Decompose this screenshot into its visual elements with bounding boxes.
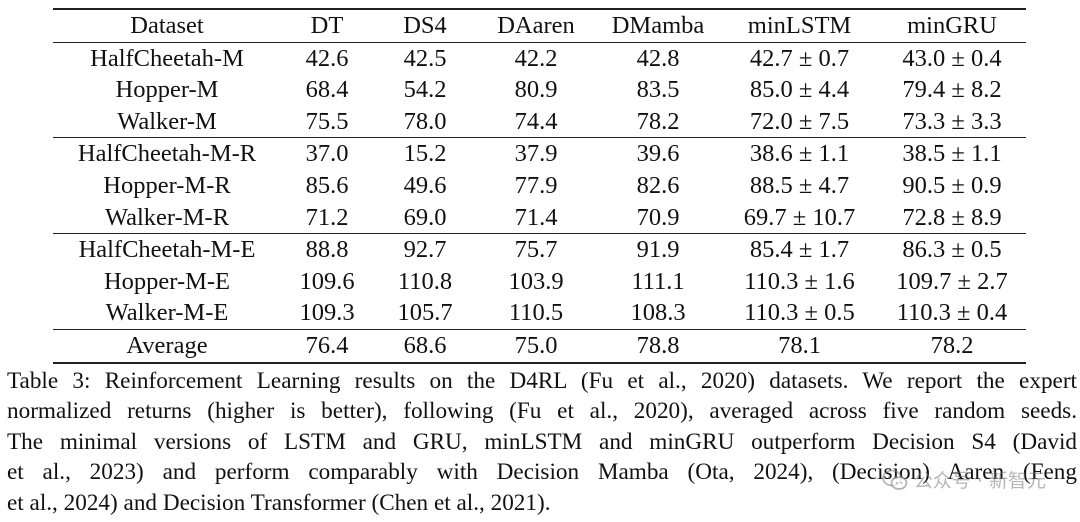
cell-value: 42.8 bbox=[636, 44, 680, 72]
watermark: 公众号 · 新智元 bbox=[881, 466, 1046, 493]
table-row: HalfCheetah-M-R 37.0 15.2 37.9 39.6 38.6… bbox=[53, 138, 1026, 170]
average-value: 78.2 bbox=[930, 331, 974, 359]
cell-value: 110.3 ± 0.4 bbox=[896, 299, 1008, 327]
cell-value: 72.0 ± 7.5 bbox=[749, 107, 850, 135]
cell-value: 109.7 ± 2.7 bbox=[896, 267, 1008, 295]
cell-value: 110.3 ± 1.6 bbox=[744, 267, 855, 295]
cell-value: 80.9 bbox=[514, 76, 558, 104]
header-mingru: minGRU bbox=[907, 12, 997, 39]
cell-value: 83.5 bbox=[636, 76, 680, 104]
caption-line: Table 3: Reinforcement Learning results … bbox=[7, 368, 1077, 394]
cell-dataset: Walker-M bbox=[117, 107, 217, 135]
cell-dataset: HalfCheetah-M-E bbox=[78, 236, 256, 264]
caption-line: normalized returns (higher is better), f… bbox=[7, 398, 1077, 425]
cell-value: 42.5 bbox=[403, 44, 447, 72]
average-value: 68.6 bbox=[403, 331, 447, 359]
header-ds4: DS4 bbox=[403, 12, 447, 39]
cell-value: 85.0 ± 4.4 bbox=[749, 76, 850, 104]
cell-value: 78.2 bbox=[636, 107, 680, 135]
header-minlstm: minLSTM bbox=[747, 12, 852, 39]
average-value: 75.0 bbox=[514, 331, 558, 359]
results-table-container: Dataset DT DS4 DAaren DMamba minLSTM min… bbox=[53, 8, 1026, 364]
average-value: 78.1 bbox=[778, 331, 821, 359]
average-value: 78.8 bbox=[636, 331, 680, 359]
results-table: Dataset DT DS4 DAaren DMamba minLSTM min… bbox=[53, 8, 1026, 364]
cell-value: 77.9 bbox=[514, 171, 558, 199]
header-dmamba: DMamba bbox=[611, 12, 705, 39]
cell-value: 79.4 ± 8.2 bbox=[902, 76, 1002, 104]
cell-value: 90.5 ± 0.9 bbox=[902, 171, 1002, 199]
cell-value: 71.2 bbox=[305, 203, 349, 231]
table-header-row: Dataset DT DS4 DAaren DMamba minLSTM min… bbox=[53, 9, 1026, 43]
cell-value: 42.6 bbox=[305, 44, 349, 72]
cell-value: 69.7 ± 10.7 bbox=[743, 203, 856, 231]
caption-line: et al., 2024) and Decision Transformer (… bbox=[7, 489, 551, 516]
average-value: 76.4 bbox=[305, 331, 349, 359]
cell-value: 111.1 bbox=[631, 267, 685, 295]
cell-dataset: Hopper-M-R bbox=[103, 171, 231, 199]
cell-value: 38.6 ± 1.1 bbox=[749, 140, 850, 168]
cell-value: 110.3 ± 0.5 bbox=[744, 299, 855, 327]
cell-value: 92.7 bbox=[403, 236, 447, 264]
cell-value: 37.0 bbox=[305, 140, 349, 168]
wechat-icon bbox=[881, 469, 908, 490]
table-row: Hopper-M-R 85.6 49.6 77.9 82.6 88.5 ± 4.… bbox=[53, 170, 1026, 202]
cell-value: 105.7 bbox=[397, 299, 453, 327]
table-row: Walker-M-R 71.2 69.0 71.4 70.9 69.7 ± 10… bbox=[53, 202, 1026, 234]
cell-value: 54.2 bbox=[403, 76, 447, 104]
cell-value: 103.9 bbox=[508, 267, 564, 295]
table-row: Walker-M 75.5 78.0 74.4 78.2 72.0 ± 7.5 … bbox=[53, 106, 1026, 138]
cell-value: 70.9 bbox=[636, 203, 680, 231]
average-label: Average bbox=[126, 331, 208, 359]
caption-line: The minimal versions of LSTM and GRU, mi… bbox=[7, 428, 1077, 455]
cell-value: 42.7 ± 0.7 bbox=[749, 44, 850, 72]
cell-value: 39.6 bbox=[636, 140, 680, 168]
cell-dataset: Walker-M-R bbox=[104, 203, 230, 231]
cell-value: 49.6 bbox=[403, 171, 447, 199]
cell-value: 15.2 bbox=[403, 140, 447, 168]
cell-value: 38.5 ± 1.1 bbox=[902, 140, 1002, 168]
table-row: HalfCheetah-M-E 88.8 92.7 75.7 91.9 85.4… bbox=[53, 234, 1026, 266]
cell-dataset: HalfCheetah-M-R bbox=[77, 140, 257, 168]
cell-dataset: Walker-M-E bbox=[105, 299, 229, 327]
cell-value: 108.3 bbox=[630, 299, 686, 327]
cell-value: 72.8 ± 8.9 bbox=[902, 203, 1002, 231]
header-daaren: DAaren bbox=[497, 12, 575, 39]
cell-value: 69.0 bbox=[403, 203, 447, 231]
cell-dataset: HalfCheetah-M bbox=[90, 44, 244, 72]
cell-value: 71.4 bbox=[514, 203, 558, 231]
cell-value: 75.5 bbox=[305, 107, 349, 135]
cell-value: 68.4 bbox=[305, 76, 349, 104]
cell-value: 86.3 ± 0.5 bbox=[902, 236, 1002, 264]
cell-value: 91.9 bbox=[636, 236, 680, 264]
header-dt: DT bbox=[310, 12, 344, 39]
cell-dataset: Hopper-M bbox=[115, 76, 219, 104]
table-row: Walker-M-E 109.3 105.7 110.5 108.3 110.3… bbox=[53, 297, 1026, 330]
cell-value: 74.4 bbox=[514, 107, 558, 135]
cell-value: 88.5 ± 4.7 bbox=[749, 171, 850, 199]
cell-value: 78.0 bbox=[403, 107, 447, 135]
watermark-text: 公众号 · 新智元 bbox=[913, 470, 1046, 492]
cell-value: 109.3 bbox=[299, 299, 355, 327]
cell-value: 43.0 ± 0.4 bbox=[902, 44, 1002, 72]
cell-value: 110.8 bbox=[397, 267, 453, 295]
cell-value: 82.6 bbox=[636, 171, 680, 199]
cell-value: 110.5 bbox=[508, 299, 564, 327]
header-dataset: Dataset bbox=[130, 12, 204, 39]
table-row: Hopper-M-E 109.6 110.8 103.9 111.1 110.3… bbox=[53, 266, 1026, 298]
table-row: Hopper-M 68.4 54.2 80.9 83.5 85.0 ± 4.4 … bbox=[53, 74, 1026, 106]
table-row: HalfCheetah-M 42.6 42.5 42.2 42.8 42.7 ±… bbox=[53, 42, 1026, 74]
cell-value: 73.3 ± 3.3 bbox=[902, 107, 1002, 135]
cell-value: 37.9 bbox=[514, 140, 558, 168]
cell-value: 109.6 bbox=[299, 267, 355, 295]
cell-dataset: Hopper-M-E bbox=[103, 267, 231, 295]
cell-value: 85.4 ± 1.7 bbox=[749, 236, 850, 264]
cell-value: 85.6 bbox=[305, 171, 349, 199]
cell-value: 75.7 bbox=[514, 236, 558, 264]
cell-value: 42.2 bbox=[514, 44, 558, 72]
cell-value: 88.8 bbox=[305, 236, 349, 264]
table-caption: Table 3: Reinforcement Learning results … bbox=[7, 366, 1077, 518]
average-row: Average 76.4 68.6 75.0 78.8 78.1 78.2 bbox=[53, 329, 1026, 363]
